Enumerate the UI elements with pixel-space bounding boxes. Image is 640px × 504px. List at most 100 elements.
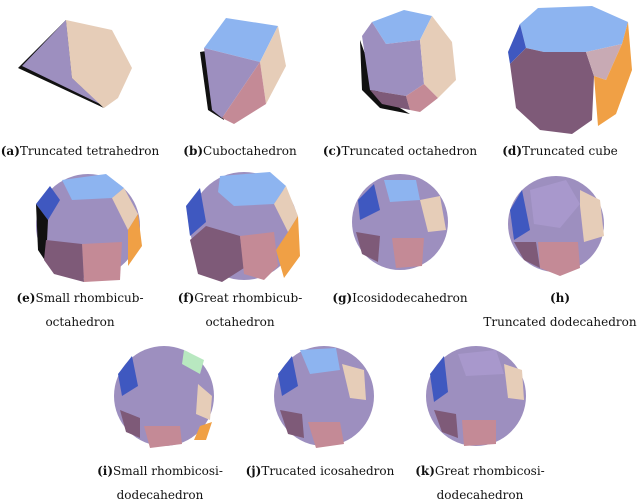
face — [510, 190, 530, 240]
caption-label: (d) — [502, 144, 522, 158]
face — [190, 226, 244, 282]
face — [196, 384, 212, 420]
caption-a: (a)Truncated tetrahedron — [0, 143, 160, 159]
great-rhombicuboctahedron-image — [186, 172, 300, 282]
face — [280, 410, 304, 438]
icosidodecahedron-image — [352, 174, 448, 270]
face — [144, 426, 182, 448]
face — [308, 422, 344, 448]
figure-i: (i)Small rhombicosi- dodecahedron — [80, 340, 240, 504]
face — [182, 350, 204, 374]
face — [356, 232, 380, 262]
caption-f: (f)Great rhombicub- octahedron — [160, 290, 320, 330]
face — [222, 62, 266, 124]
face — [462, 420, 496, 446]
caption-label: (k) — [415, 464, 435, 478]
face — [36, 186, 60, 220]
face — [120, 410, 140, 438]
face — [240, 232, 278, 280]
figure-f: (f)Great rhombicub- octahedron — [160, 170, 320, 340]
caption-text: Trucated icosahedron — [261, 464, 395, 478]
figure-c: (c)Truncated octahedron — [320, 0, 480, 170]
face — [362, 22, 424, 96]
small-rhombicuboctahedron-image — [36, 174, 142, 282]
face — [434, 410, 458, 438]
caption-h: (h) Truncated dodecahedron — [480, 290, 640, 330]
face — [594, 22, 632, 126]
face — [186, 188, 206, 236]
caption-c: (c)Truncated octahedron — [320, 143, 480, 159]
caption-text: Truncated cube — [522, 144, 618, 158]
caption-g: (g)Icosidodecahedron — [320, 290, 480, 306]
caption-label: (i) — [97, 464, 114, 478]
face — [82, 242, 122, 282]
face — [458, 350, 504, 376]
face — [204, 48, 260, 118]
caption-k: (k)Great rhombicosi- dodecahedron — [400, 463, 560, 503]
caption-line2: octahedron — [205, 315, 275, 329]
truncated-octahedron-image — [360, 10, 456, 114]
face — [504, 364, 524, 400]
caption-e: (e)Small rhombicub- octahedron — [0, 290, 160, 330]
caption-text: Truncated tetrahedron — [19, 144, 160, 158]
caption-i: (i)Small rhombicosi- dodecahedron — [80, 463, 240, 503]
face — [276, 216, 300, 278]
face — [580, 190, 604, 242]
figure-d: (d)Truncated cube — [480, 0, 640, 170]
face — [430, 356, 448, 402]
face — [520, 6, 628, 52]
caption-label: (b) — [183, 144, 204, 158]
caption-label: (f) — [177, 291, 195, 305]
face — [204, 18, 278, 62]
caption-label: (h) — [549, 291, 571, 305]
caption-text: Small rhombicosi- — [113, 464, 223, 478]
caption-label: (j) — [245, 464, 262, 478]
small-rhombicosidodecahedron-image — [114, 346, 214, 448]
face — [62, 174, 124, 200]
face — [370, 90, 410, 110]
figure-a: (a)Truncated tetrahedron — [0, 0, 160, 170]
face — [300, 348, 340, 374]
face — [278, 356, 298, 396]
caption-line2: Truncated dodecahedron — [483, 315, 637, 329]
face — [342, 364, 366, 400]
face — [118, 356, 138, 396]
figure-g: (g)Icosidodecahedron — [320, 170, 480, 340]
face — [218, 172, 286, 206]
face — [420, 196, 446, 232]
face — [372, 10, 432, 44]
figure-j: (j)Trucated icosahedron — [240, 340, 400, 504]
face — [406, 84, 438, 112]
caption-text: Great rhombicosi- — [434, 464, 545, 478]
face — [384, 180, 420, 202]
caption-line2: octahedron — [45, 315, 115, 329]
caption-label: (c) — [322, 144, 342, 158]
face — [274, 186, 298, 232]
face — [260, 26, 286, 104]
face — [128, 214, 142, 266]
truncated-icosahedron-image — [274, 346, 374, 448]
cuboctahedron-image — [200, 18, 286, 124]
face — [510, 48, 594, 134]
figure-b: (b)Cuboctahedron — [160, 0, 320, 170]
caption-line2: dodecahedron — [116, 488, 204, 502]
figure-e: (e)Small rhombicub- octahedron — [0, 170, 160, 340]
caption-label: (a) — [0, 144, 20, 158]
truncated-tetrahedron-image — [18, 20, 132, 108]
face — [586, 44, 622, 80]
face — [112, 188, 138, 230]
caption-text: Truncated octahedron — [341, 144, 478, 158]
figure-h: (h) Truncated dodecahedron — [480, 170, 640, 340]
face — [538, 242, 580, 276]
face — [194, 422, 212, 440]
face — [360, 40, 410, 114]
face — [36, 204, 48, 262]
caption-label: (e) — [16, 291, 36, 305]
face — [392, 238, 424, 268]
great-rhombicosidodecahedron-image — [426, 346, 526, 446]
face — [44, 240, 84, 282]
caption-j: (j)Trucated icosahedron — [240, 463, 400, 479]
caption-text: Cuboctahedron — [203, 144, 297, 158]
face — [66, 20, 132, 108]
face — [514, 242, 540, 268]
